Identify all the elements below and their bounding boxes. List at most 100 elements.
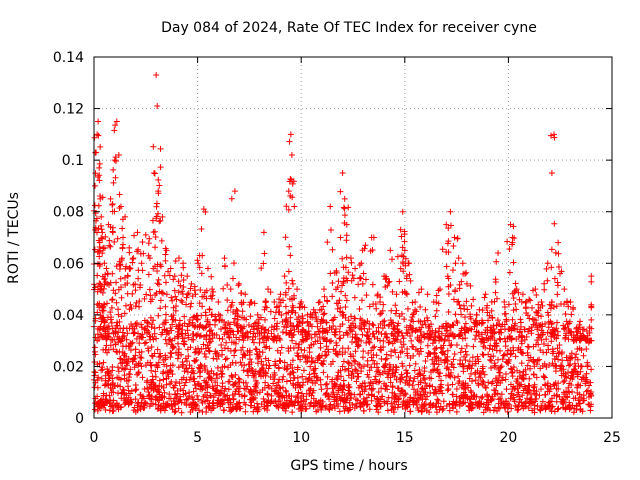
roti-point <box>482 329 489 336</box>
roti-noise-point <box>123 336 130 343</box>
roti-noise-point <box>281 405 288 412</box>
roti-peak-point <box>550 131 557 138</box>
roti-noise-point <box>297 383 304 390</box>
roti-noise-point <box>555 385 562 392</box>
roti-point <box>222 325 229 332</box>
roti-noise-point <box>482 382 489 389</box>
roti-point <box>247 328 254 335</box>
roti-noise-point <box>415 381 422 388</box>
roti-point <box>119 225 126 232</box>
roti-noise-point <box>123 398 130 405</box>
roti-noise-point <box>100 390 107 397</box>
roti-noise-point <box>360 408 367 415</box>
roti-noise-point <box>400 398 407 405</box>
roti-noise-point <box>422 357 429 364</box>
roti-point <box>95 302 102 309</box>
roti-noise-point <box>163 381 170 388</box>
roti-point <box>109 229 116 236</box>
roti-noise-point <box>263 398 270 405</box>
roti-point <box>107 224 114 231</box>
roti-noise-point <box>229 359 236 366</box>
roti-noise-point <box>522 371 529 378</box>
roti-noise-point <box>399 403 406 410</box>
roti-noise-point <box>567 357 574 364</box>
roti-point <box>104 300 111 307</box>
roti-peak-point <box>544 260 551 267</box>
roti-peak-point <box>405 260 412 267</box>
roti-noise-point <box>224 392 231 399</box>
roti-point <box>149 217 156 224</box>
roti-noise-point <box>219 400 226 407</box>
roti-point <box>501 304 508 311</box>
roti-noise-point <box>491 337 498 344</box>
y-tick-label: 0.04 <box>53 308 84 324</box>
roti-noise-point <box>138 355 145 362</box>
roti-noise-point <box>295 344 302 351</box>
roti-noise-point <box>220 407 227 414</box>
roti-point <box>358 317 365 324</box>
roti-peak-point <box>470 296 477 303</box>
roti-noise-point <box>361 379 368 386</box>
roti-point <box>510 259 517 266</box>
roti-noise-point <box>553 393 560 400</box>
roti-noise-point <box>397 378 404 385</box>
roti-point <box>527 297 534 304</box>
roti-noise-point <box>572 363 579 370</box>
roti-noise-point <box>110 346 117 353</box>
roti-noise-point <box>507 347 514 354</box>
roti-noise-point <box>551 408 558 415</box>
roti-point <box>320 311 327 318</box>
roti-noise-point <box>308 399 315 406</box>
roti-point <box>523 333 530 340</box>
roti-point <box>406 271 413 278</box>
roti-point <box>396 329 403 336</box>
roti-noise-point <box>338 394 345 401</box>
roti-noise-point <box>315 355 322 362</box>
roti-noise-point <box>377 346 384 353</box>
roti-noise-point <box>381 368 388 375</box>
roti-noise-point <box>443 357 450 364</box>
roti-noise-point <box>322 381 329 388</box>
roti-noise-point <box>323 343 330 350</box>
roti-point <box>104 326 111 333</box>
roti-point <box>462 320 469 327</box>
roti-point <box>137 281 144 288</box>
roti-noise-point <box>557 362 564 369</box>
roti-point <box>568 311 575 318</box>
roti-point <box>185 290 192 297</box>
roti-noise-point <box>462 348 469 355</box>
roti-noise-point <box>114 349 121 356</box>
roti-peak-point <box>401 247 408 254</box>
roti-point <box>283 279 290 286</box>
roti-point <box>202 324 209 331</box>
roti-point <box>101 276 108 283</box>
roti-point <box>548 246 555 253</box>
roti-noise-point <box>109 385 116 392</box>
roti-noise-point <box>339 386 346 393</box>
roti-point <box>393 307 400 314</box>
roti-peak-point <box>287 131 294 138</box>
roti-noise-point <box>341 366 348 373</box>
roti-noise-point <box>489 346 496 353</box>
roti-noise-point <box>422 396 429 403</box>
roti-peak-point <box>555 239 562 246</box>
roti-noise-point <box>230 396 237 403</box>
roti-point <box>384 282 391 289</box>
roti-noise-point <box>260 395 267 402</box>
roti-point <box>414 335 421 342</box>
roti-noise-point <box>121 352 128 359</box>
roti-noise-point <box>407 394 414 401</box>
roti-noise-point <box>489 378 496 385</box>
roti-noise-point <box>407 322 414 329</box>
roti-noise-point <box>327 401 334 408</box>
roti-point <box>463 298 470 305</box>
roti-noise-point <box>148 343 155 350</box>
roti-noise-point <box>205 370 212 377</box>
roti-noise-point <box>462 391 469 398</box>
roti-noise-point <box>236 336 243 343</box>
roti-point <box>374 292 381 299</box>
roti-point <box>119 244 126 251</box>
roti-noise-point <box>302 406 309 413</box>
roti-noise-point <box>502 376 509 383</box>
roti-noise-point <box>423 407 430 414</box>
